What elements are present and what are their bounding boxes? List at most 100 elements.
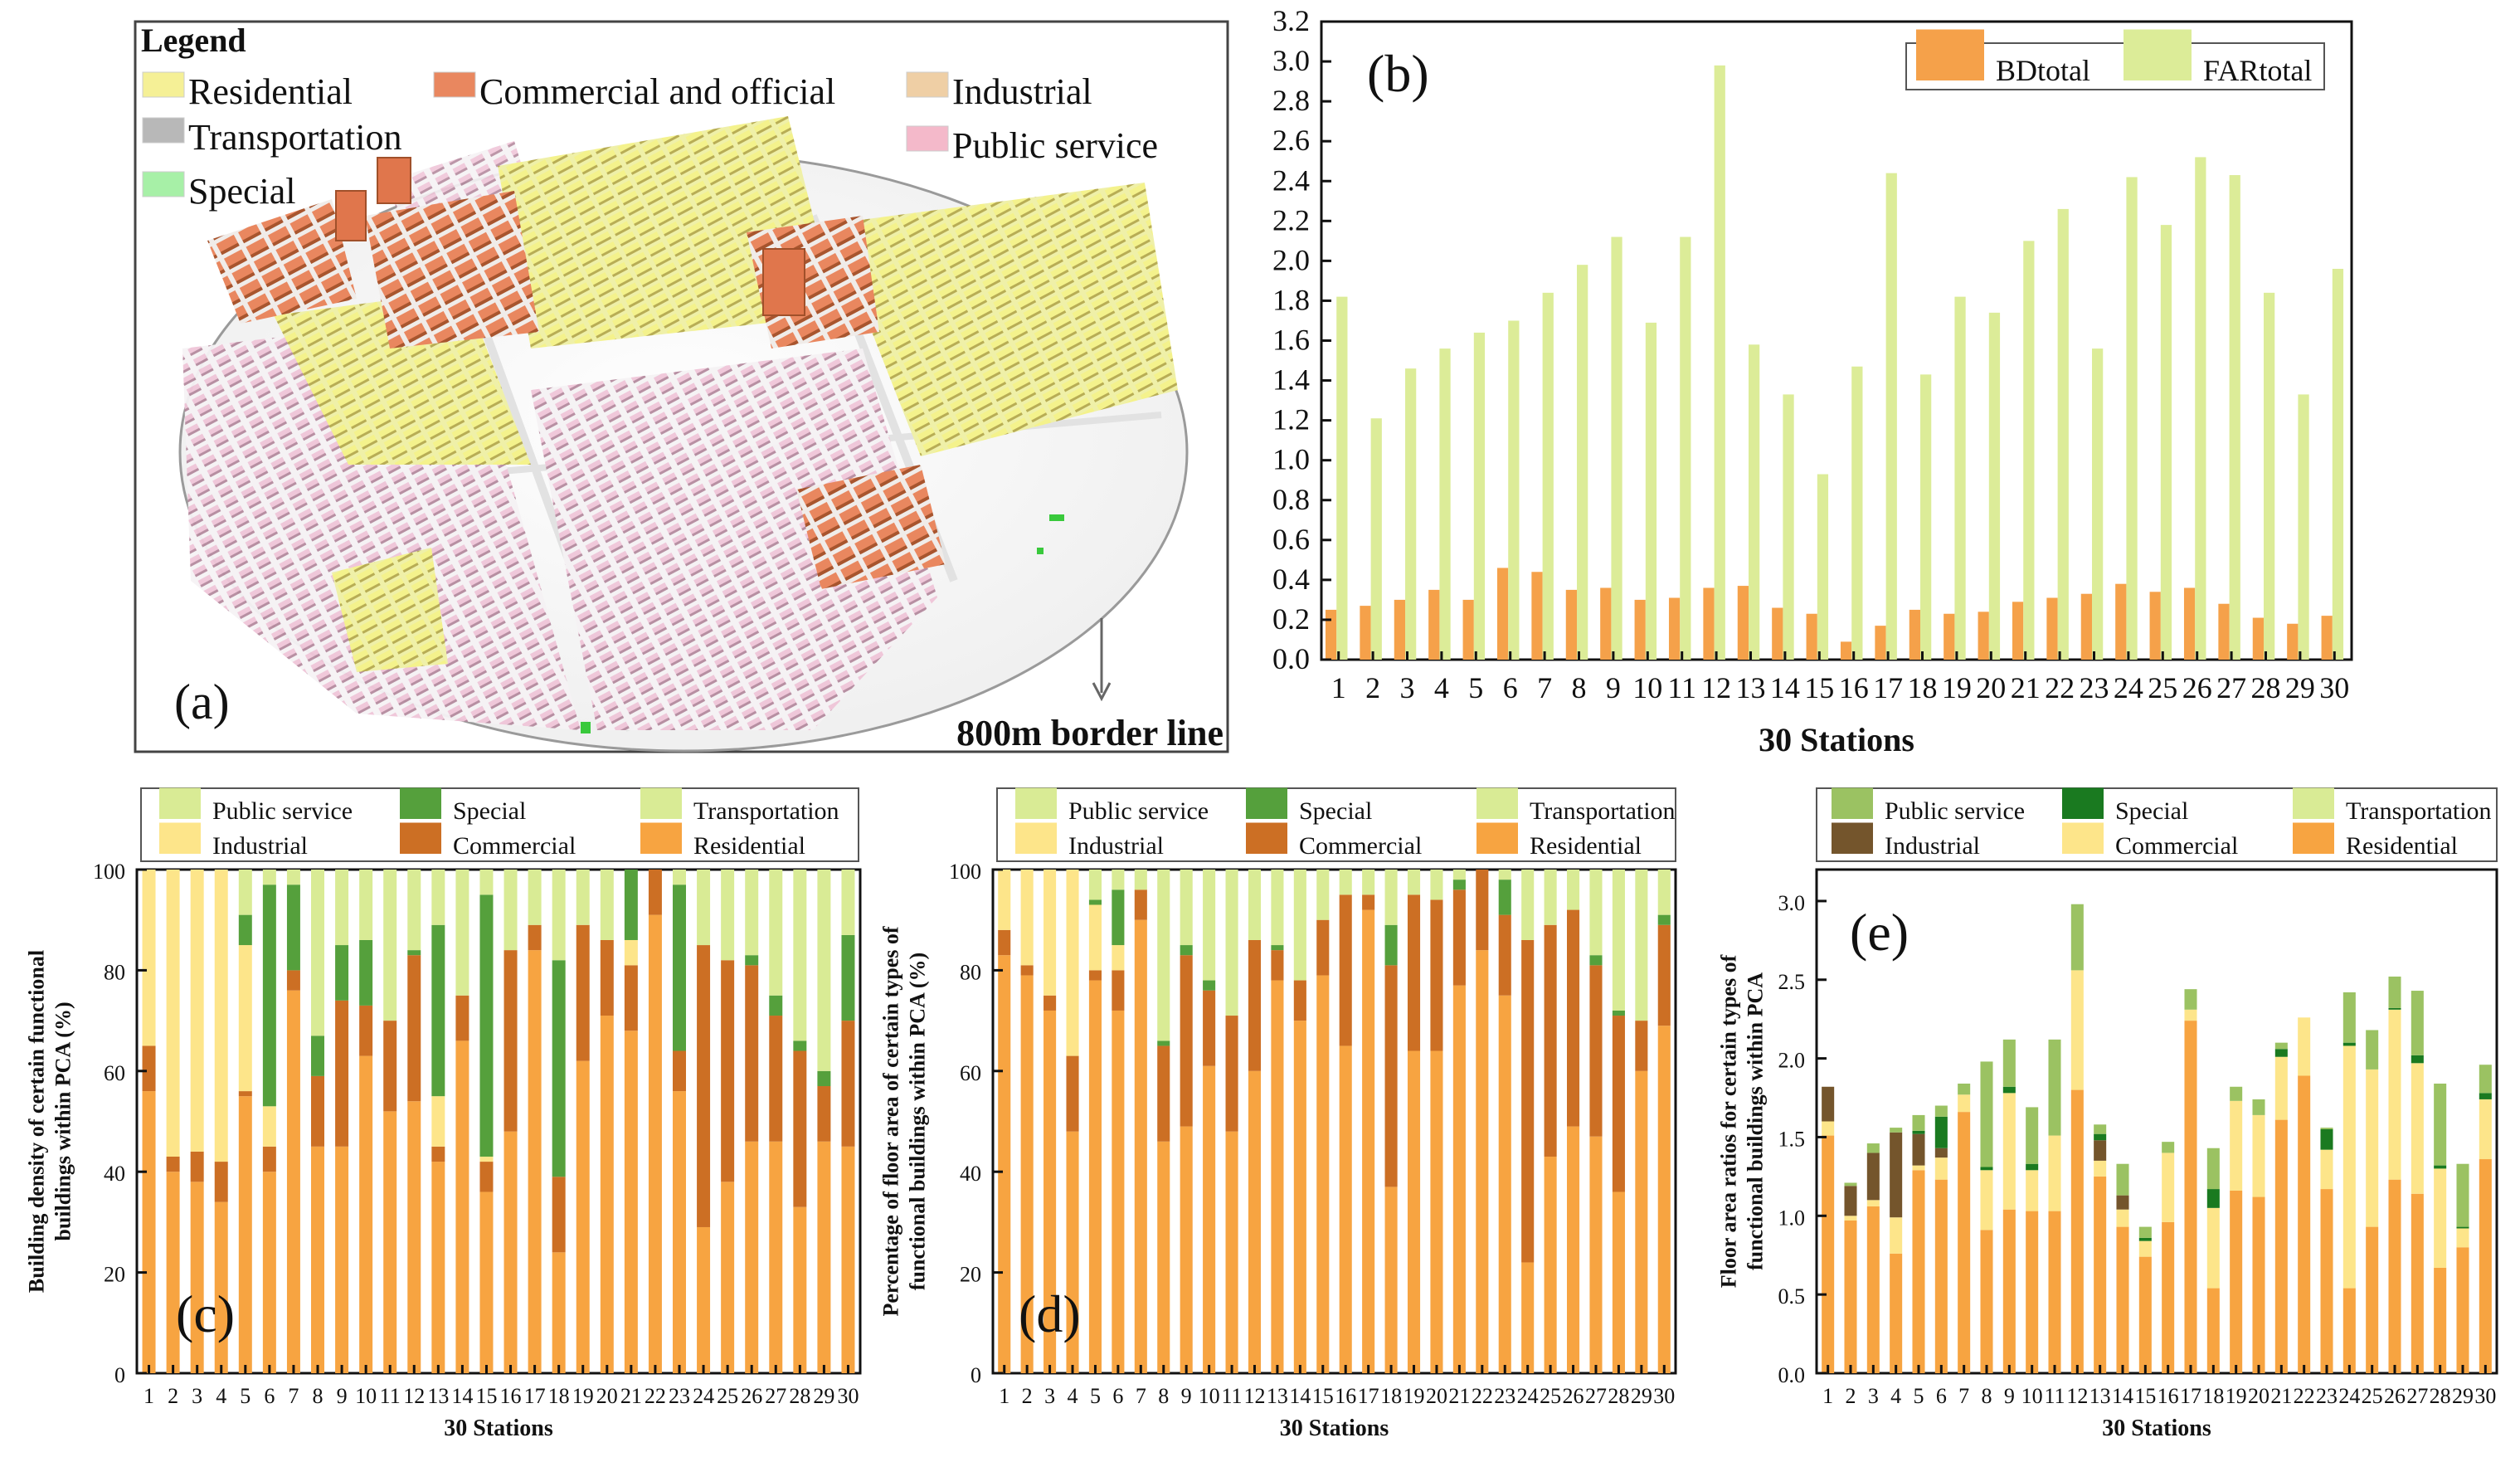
bar-public-service-24 [2342,992,2356,1043]
bar-public-service-23 [2320,1128,2333,1129]
x-tick-label: 6 [1112,1384,1123,1408]
y-tick-label: 2.0 [1272,243,1310,276]
bar-public-service-19 [1407,870,1421,895]
x-tick-label: 8 [1982,1384,1992,1408]
bar-public-service-13 [431,870,445,925]
bar-bdtotal-7 [1531,572,1543,660]
x-tick-label: 19 [572,1384,594,1408]
legend-label-bdtotal: BDtotal [1996,54,2090,87]
bar-special-27 [2411,1055,2424,1064]
x-tick-label: 14 [1289,1384,1311,1408]
bar-commercial-3 [1866,1200,1880,1206]
bar-residential-1 [142,1091,156,1373]
bar-special-7 [286,884,300,971]
x-tick-label: 2 [1022,1384,1033,1408]
x-tick-label: 2 [1365,671,1380,704]
bar-public-service-28 [793,870,807,1041]
bar-bdtotal-24 [2115,583,2127,660]
x-axis: 1 2 3 4 5 6 7 8 9 10 11 12 13 14 15 16 17 18 19 20 21 22 23 24 2… [999,1365,1675,1408]
bar-residential-15 [2138,1256,2152,1373]
bar-commercial-4 [1890,1217,1903,1254]
x-tick-label: 9 [1181,1384,1192,1408]
x-tick-label: 18 [2202,1384,2224,1408]
legend-swatch-special [1246,787,1287,819]
bars [998,870,1671,1373]
bar-residential-2 [1844,1221,1857,1373]
x-tick-label: 8 [313,1384,324,1408]
bar-public-service-21 [2274,1042,2288,1050]
bar-residential-29 [817,1141,831,1373]
bar-bdtotal-21 [2012,602,2024,660]
legend-swatch-residential [2293,822,2334,854]
bar-commercial-2 [1844,1216,1857,1221]
x-tick-label: 6 [1936,1384,1947,1408]
x-tick-label: 11 [380,1384,401,1408]
bar-public-service-5 [1912,1114,1925,1131]
legend-label-special: Special [453,797,526,825]
bar-commercial-2 [1020,965,1034,976]
bar-public-service-7 [1958,1083,1971,1095]
y-tick-label: 2.5 [1778,970,1806,994]
plot-frame [1815,868,2498,1375]
bar-special-28 [793,1040,807,1051]
legend-label-special: Special [2115,797,2188,825]
bar-public-service-11 [383,870,397,1021]
x-tick-label: 26 [2182,671,2212,704]
bar-public-service-2 [1844,1182,1857,1187]
x-axis: 1 2 3 4 5 6 7 8 9 10 11 12 13 14 15 16 17 18 19 20 21 22 23 24 2… [1822,1365,2496,1408]
bar-residential-21 [2274,1119,2288,1373]
map-legend: Legend Residential Commercial and officia… [141,22,1158,212]
bar-industrial-6 [1934,1148,1948,1158]
legend-label-industrial: Industrial [952,71,1092,112]
bar-commercial-29 [817,1086,831,1142]
chart-legend: Public service Special Transportation Indus… [140,787,859,862]
bar-bdtotal-29 [2287,623,2299,660]
legend-label-transportation: Transportation [1530,797,1676,825]
x-tick-label: 5 [1914,1384,1924,1408]
bar-commercial-30 [1657,924,1671,1026]
y-tick-label: 3.2 [1272,4,1310,37]
bar-residential-22 [2298,1075,2311,1373]
x-tick-label: 20 [1976,671,2006,704]
bar-residential-2 [1020,975,1034,1373]
bar-residential-15 [479,1191,494,1373]
bar-bdtotal-27 [2218,603,2230,660]
bar-industrial-5 [1088,904,1102,971]
bar-residential-14 [2116,1226,2129,1373]
bar-commercial-1 [998,929,1011,956]
y-tick-label: 1.0 [1272,443,1310,476]
bar-commercial-14 [455,995,469,1041]
bar-special-10 [359,939,373,1006]
y-tick-label: 2.4 [1272,163,1310,197]
bar-commercial-10 [1203,990,1216,1066]
bar-residential-4 [214,1201,228,1373]
y-tick-label: 1.6 [1272,324,1310,357]
bar-special-13 [2094,1133,2107,1141]
x-tick-label: 19 [1404,1384,1425,1408]
bar-commercial-6 [1934,1157,1948,1180]
x-tick-label: 5 [240,1384,251,1408]
bar-bdtotal-2 [1360,606,1371,660]
bar-special-18 [2206,1189,2220,1208]
x-tick-label: 2 [168,1384,178,1408]
bar-special-15 [2138,1237,2152,1241]
bar-bdtotal-6 [1496,568,1509,660]
bar-special-15 [479,894,494,1157]
x-tick-label: 3 [1868,1384,1879,1408]
x-tick-label: 25 [2148,671,2177,704]
bar-residential-19 [2230,1190,2243,1373]
bar-commercial-1 [1822,1121,1835,1136]
bar-bdtotal-14 [1772,607,1783,660]
bar-commercial-23 [1498,914,1511,996]
bar-residential-26 [745,1141,759,1373]
bar-commercial-7 [1958,1094,1971,1113]
y-axis-title-line: Percentage of floor area of certain type… [879,926,903,1316]
x-tick-label: 1 [144,1384,154,1408]
bar-commercial-15 [2138,1240,2152,1257]
bar-public-service-11 [1225,870,1238,1016]
bar-commercial-19 [576,924,590,1061]
x-tick-label: 6 [264,1384,275,1408]
bar-special-23 [1498,880,1511,915]
bar-bdtotal-9 [1600,587,1612,660]
